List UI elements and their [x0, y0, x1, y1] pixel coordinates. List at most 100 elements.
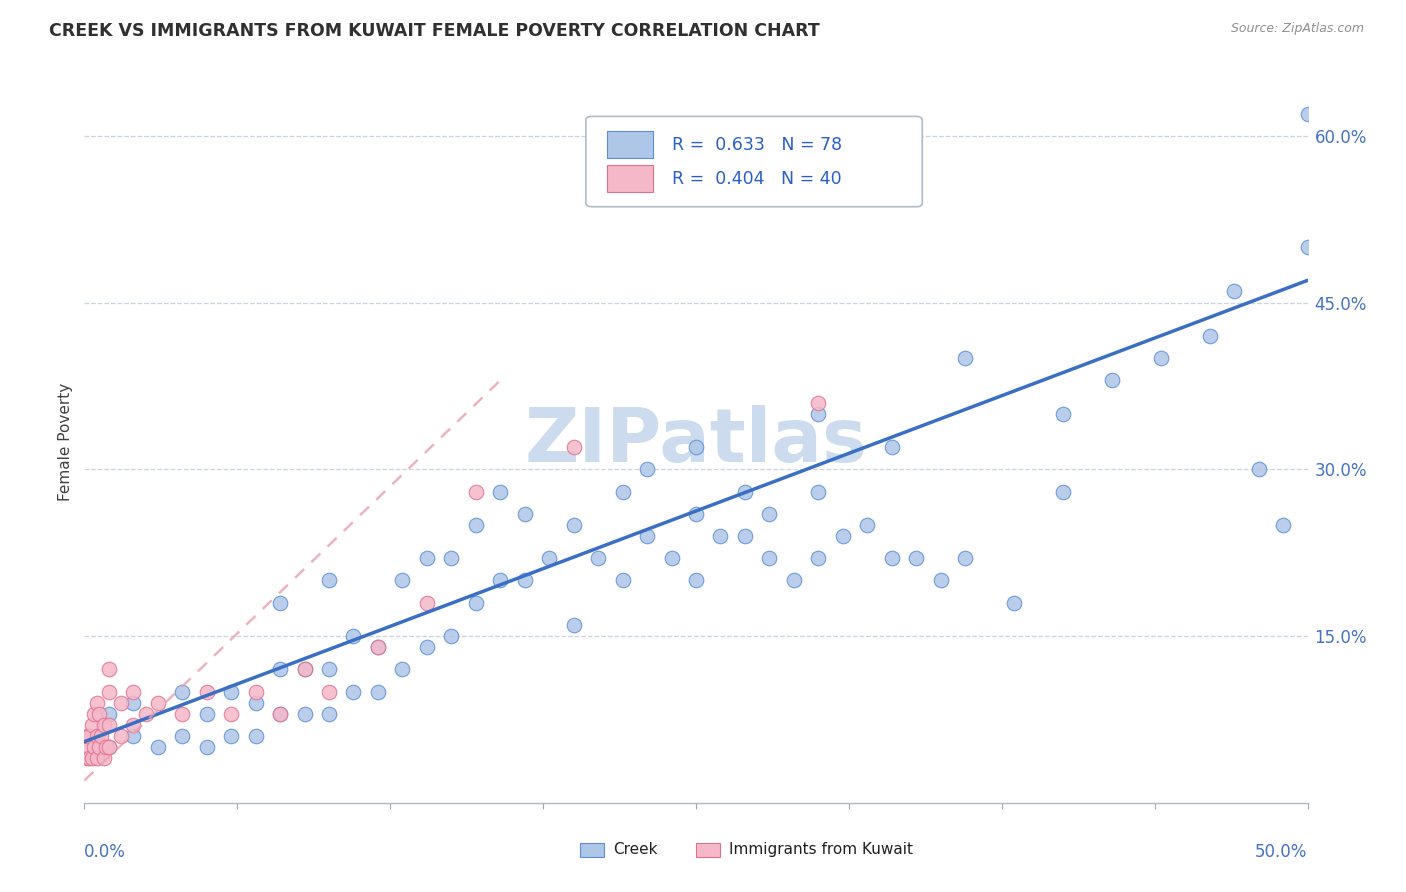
Point — [440, 551, 463, 566]
Point — [562, 517, 585, 532]
Point — [90, 729, 112, 743]
Point — [97, 718, 120, 732]
Point — [513, 507, 536, 521]
Point — [562, 618, 585, 632]
Point — [342, 629, 364, 643]
Point — [416, 596, 439, 610]
Point — [80, 751, 103, 765]
Point — [416, 640, 439, 655]
Point — [122, 718, 145, 732]
Point — [269, 706, 291, 721]
Point — [318, 684, 340, 698]
Point — [86, 729, 108, 743]
Y-axis label: Female Poverty: Female Poverty — [58, 383, 73, 500]
Point — [219, 684, 242, 698]
Point — [83, 740, 105, 755]
Bar — [696, 843, 720, 857]
Point — [807, 395, 830, 409]
Point — [122, 729, 145, 743]
FancyBboxPatch shape — [586, 117, 922, 207]
Point — [97, 740, 120, 755]
Point — [146, 696, 169, 710]
Point — [172, 706, 194, 721]
Point — [905, 551, 928, 566]
Point — [807, 551, 830, 566]
Point — [83, 706, 105, 721]
Point — [880, 440, 903, 454]
Text: 0.0%: 0.0% — [84, 843, 127, 861]
Point — [195, 740, 218, 755]
Point — [1150, 351, 1173, 366]
Point — [86, 751, 108, 765]
Text: R =  0.633   N = 78: R = 0.633 N = 78 — [672, 136, 842, 153]
Point — [734, 529, 756, 543]
Point — [86, 729, 108, 743]
Point — [318, 574, 340, 588]
Point — [1223, 285, 1246, 299]
Text: Source: ZipAtlas.com: Source: ZipAtlas.com — [1230, 22, 1364, 36]
Point — [77, 729, 100, 743]
Point — [172, 729, 194, 743]
Point — [97, 706, 120, 721]
Point — [1247, 462, 1270, 476]
Point — [831, 529, 853, 543]
Point — [807, 484, 830, 499]
Bar — [606, 165, 654, 193]
Point — [807, 407, 830, 421]
Point — [269, 706, 291, 721]
Point — [97, 684, 120, 698]
Point — [122, 684, 145, 698]
Point — [953, 351, 976, 366]
Point — [269, 596, 291, 610]
Point — [318, 662, 340, 676]
Point — [110, 696, 132, 710]
Text: Immigrants from Kuwait: Immigrants from Kuwait — [728, 842, 912, 857]
Point — [538, 551, 561, 566]
Point — [661, 551, 683, 566]
Point — [612, 574, 634, 588]
Point — [685, 574, 707, 588]
Point — [562, 440, 585, 454]
Point — [93, 751, 115, 765]
Point — [97, 740, 120, 755]
Point — [612, 484, 634, 499]
Point — [367, 684, 389, 698]
Point — [734, 484, 756, 499]
Point — [489, 574, 512, 588]
Point — [318, 706, 340, 721]
Point — [1052, 484, 1074, 499]
Point — [1296, 240, 1319, 254]
Point — [464, 484, 486, 499]
Point — [1296, 106, 1319, 120]
Point — [135, 706, 157, 721]
Point — [76, 751, 98, 765]
Point — [1198, 329, 1220, 343]
Point — [1002, 596, 1025, 610]
Point — [195, 706, 218, 721]
Text: Creek: Creek — [613, 842, 657, 857]
Point — [880, 551, 903, 566]
Point — [440, 629, 463, 643]
Point — [195, 684, 218, 698]
Point — [1101, 373, 1123, 387]
Point — [294, 706, 316, 721]
Point — [391, 574, 413, 588]
Point — [929, 574, 952, 588]
Point — [709, 529, 731, 543]
Point — [110, 729, 132, 743]
Point — [245, 729, 267, 743]
Point — [513, 574, 536, 588]
Text: 50.0%: 50.0% — [1256, 843, 1308, 861]
Point — [245, 684, 267, 698]
Point — [391, 662, 413, 676]
Point — [1052, 407, 1074, 421]
Point — [489, 484, 512, 499]
Point — [87, 706, 110, 721]
Point — [464, 517, 486, 532]
Point — [342, 684, 364, 698]
Point — [219, 706, 242, 721]
Point — [586, 551, 609, 566]
Point — [758, 507, 780, 521]
Text: CREEK VS IMMIGRANTS FROM KUWAIT FEMALE POVERTY CORRELATION CHART: CREEK VS IMMIGRANTS FROM KUWAIT FEMALE P… — [49, 22, 820, 40]
Point — [77, 751, 100, 765]
